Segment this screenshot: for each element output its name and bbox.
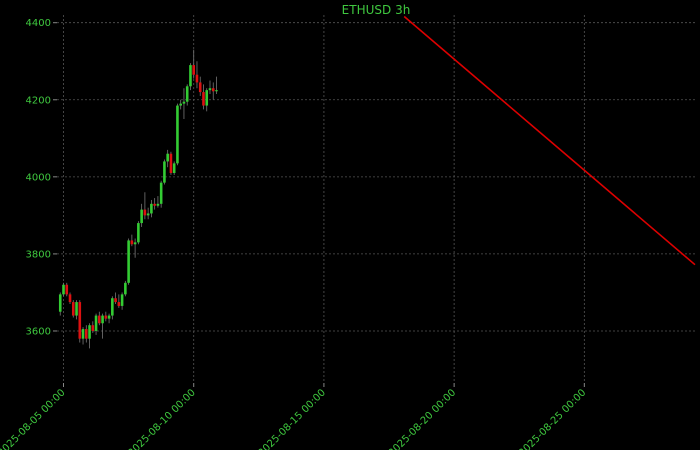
y-tick-label: 4200 [26, 95, 51, 106]
candle-body [117, 302, 121, 306]
candle-body [198, 82, 202, 93]
candle-body [127, 240, 130, 283]
candle-body [91, 325, 95, 331]
chart-title: ETHUSD 3h [342, 3, 411, 17]
candle-body [195, 74, 199, 83]
x-tick-label: 2025-08-15 00:00 [257, 387, 329, 450]
candle-body [156, 203, 160, 206]
y-tick-label: 3800 [26, 249, 51, 260]
x-tick-label: 2025-08-25 00:00 [517, 387, 589, 450]
candle-body [101, 315, 104, 324]
candle-body [130, 240, 134, 245]
candle-body [107, 315, 111, 319]
candle-body [137, 223, 140, 243]
candle-body [78, 302, 82, 339]
candle-body [179, 103, 182, 106]
candle-body [189, 65, 192, 87]
y-tick-label: 4000 [26, 172, 51, 183]
candle-body [68, 294, 72, 303]
candle-body [133, 242, 137, 245]
y-tick-label: 3600 [26, 326, 51, 337]
candle-body [114, 298, 117, 303]
x-tick-label: 2025-08-10 00:00 [126, 387, 198, 450]
candle-body [163, 161, 166, 183]
candle-body [208, 88, 212, 91]
candle-body [211, 88, 215, 92]
candle-body [153, 203, 156, 206]
candle-body [75, 302, 78, 316]
candle-body [84, 329, 88, 339]
candle-body [215, 90, 218, 92]
candle-body [205, 90, 209, 106]
candle-body [104, 315, 108, 319]
candle-body [150, 203, 153, 214]
candle-body [81, 329, 85, 339]
candle-body [172, 163, 176, 173]
candle-body [98, 315, 101, 324]
candle-body [192, 65, 196, 75]
candle-body [120, 294, 124, 306]
candle-body [71, 302, 75, 316]
candle-body [202, 92, 205, 106]
candle-body [143, 209, 147, 216]
candle-body [176, 105, 179, 164]
x-tick-label: 2025-08-05 00:00 [0, 387, 68, 450]
candle-body [65, 284, 69, 295]
candle-body [111, 298, 114, 316]
candle-body [140, 209, 143, 224]
candle-body [146, 213, 150, 216]
trend-line [403, 15, 696, 266]
candle-body [166, 153, 169, 162]
y-tick-label: 4400 [26, 18, 51, 29]
candle-body [62, 284, 65, 295]
candle-body [182, 101, 186, 104]
candle-body [124, 282, 127, 295]
candle-body [88, 325, 91, 339]
candle-body [169, 153, 173, 173]
candle-body [159, 182, 163, 204]
x-tick-label: 2025-08-20 00:00 [387, 387, 459, 450]
candle-body [185, 86, 189, 102]
candle-body [94, 315, 98, 331]
candle-body [58, 294, 62, 312]
